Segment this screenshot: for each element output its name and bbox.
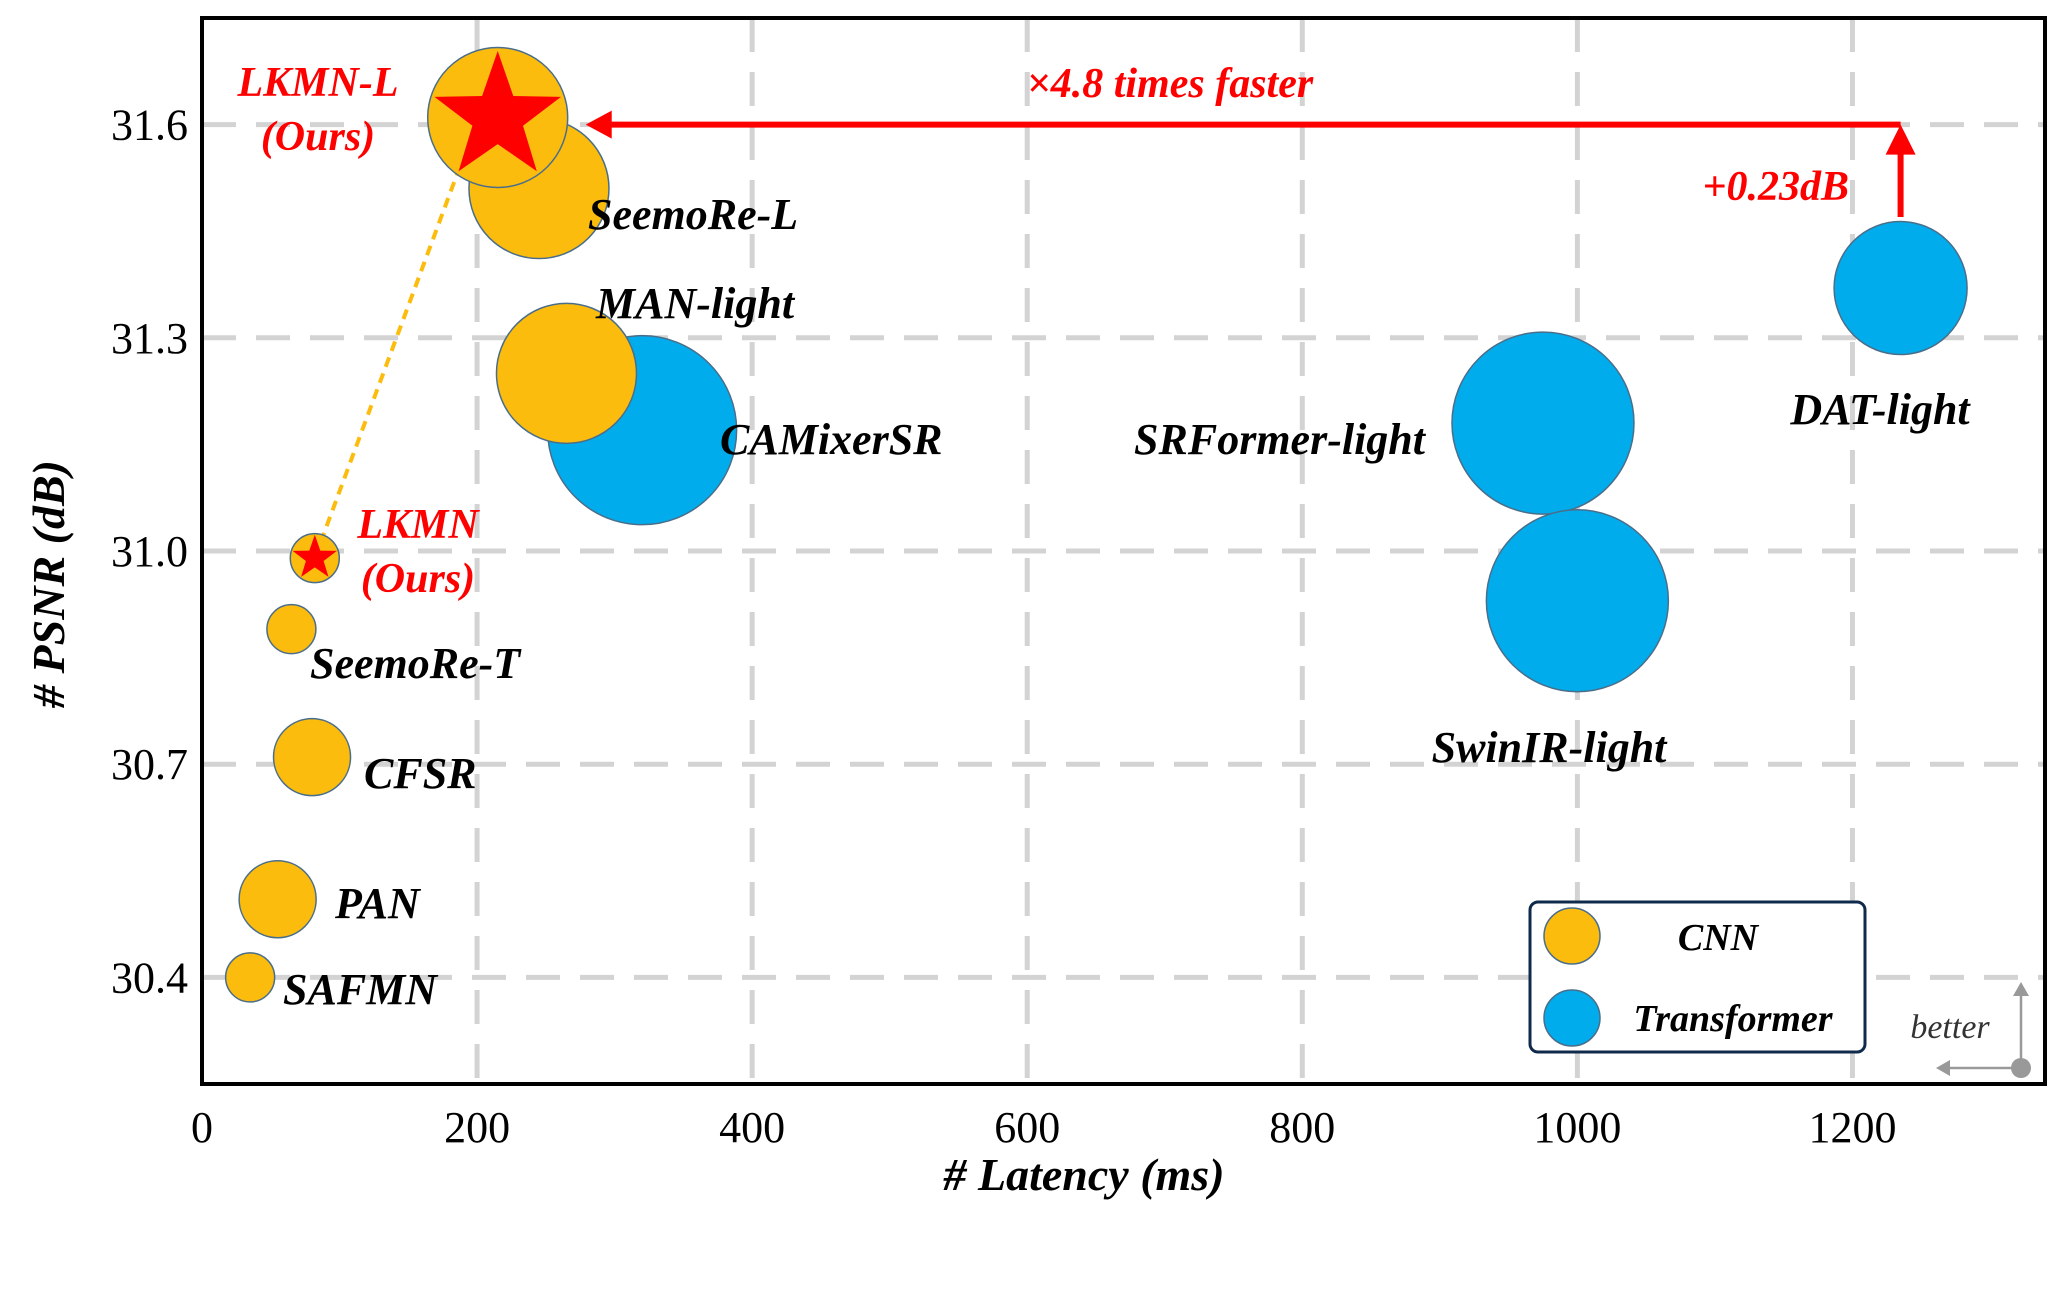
improvement-arrows xyxy=(585,110,1916,217)
label-man-light: MAN-light xyxy=(595,279,796,328)
label-swinir-light: SwinIR-light xyxy=(1432,723,1669,772)
label-seemore-l: SeemoRe-L xyxy=(588,190,798,239)
x-tick-labels: 0 200 400 600 800 1000 1200 xyxy=(191,1103,1896,1152)
bubble-cfsr xyxy=(272,717,352,797)
y-tick-label: 31.3 xyxy=(111,314,188,363)
y-tick-label: 31.6 xyxy=(111,101,188,150)
label-lkmn-l: LKMN-L xyxy=(237,60,399,106)
label-srformer-light: SRFormer-light xyxy=(1134,415,1427,464)
ours-star-lkmn xyxy=(292,534,337,577)
label-dat-light: DAT-light xyxy=(1789,385,1971,434)
y-tick-label: 31.0 xyxy=(111,527,188,576)
bubble-pan xyxy=(238,859,317,939)
x-tick-label: 1200 xyxy=(1808,1103,1896,1152)
gain-annotation: +0.23dB xyxy=(1703,164,1849,210)
speedup-arrow-head xyxy=(585,110,612,139)
bubbles xyxy=(224,117,1968,1003)
ours-star-lkmn-l xyxy=(434,51,561,172)
better-indicator: better xyxy=(1910,982,2031,1078)
gain-arrow-head xyxy=(1885,124,1916,155)
y-axis-title: # PSNR (dB) xyxy=(23,460,74,709)
label-pan: PAN xyxy=(334,879,422,928)
x-tick-label: 400 xyxy=(719,1103,785,1152)
legend-cnn-label: CNN xyxy=(1678,917,1760,959)
label-seemore-t: SeemoRe-T xyxy=(310,639,522,688)
bubble-man-light xyxy=(495,302,638,445)
better-label: better xyxy=(1910,1009,1990,1046)
legend-box xyxy=(1528,900,1867,1054)
label-cfsr: CFSR xyxy=(364,749,477,798)
label-lkmn-l: (Ours) xyxy=(261,114,375,160)
y-tick-label: 30.7 xyxy=(111,740,188,789)
legend-cnn-swatch xyxy=(1543,907,1601,965)
y-tick-label: 30.4 xyxy=(111,953,188,1002)
bubble-dat-light xyxy=(1833,220,1968,356)
plot-frame xyxy=(200,16,2047,1086)
bubble-srformer-light xyxy=(1451,331,1635,515)
x-axis-title: # Latency (ms) xyxy=(942,1149,1224,1200)
legend-transformer-swatch xyxy=(1543,989,1601,1047)
x-tick-label: 0 xyxy=(191,1103,213,1152)
ours-connector-line xyxy=(312,171,460,559)
label-safmn: SAFMN xyxy=(283,965,439,1014)
x-tick-label: 600 xyxy=(994,1103,1060,1152)
bubble-swinir-light xyxy=(1485,508,1670,693)
point-labels: SAFMN PAN CFSR SeemoRe-T MAN-light SeemoRe-L C… xyxy=(237,60,1972,1014)
label-camixersr: CAMixerSR xyxy=(720,415,943,464)
x-tick-label: 800 xyxy=(1269,1103,1335,1152)
speedup-annotation: ×4.8 times faster xyxy=(1027,61,1314,107)
y-tick-labels: 30.4 30.7 31.0 31.3 31.6 xyxy=(111,101,188,1003)
legend-transformer-label: Transformer xyxy=(1633,998,1833,1040)
ours-markers xyxy=(289,46,569,584)
bubble-seemore-t xyxy=(266,603,317,655)
x-tick-label: 1000 xyxy=(1533,1103,1621,1152)
label-lkmn: LKMN xyxy=(356,502,480,548)
bubble-safmn xyxy=(224,952,276,1003)
legend: CNN Transformer xyxy=(1528,900,1867,1054)
x-tick-label: 200 xyxy=(444,1103,510,1152)
label-lkmn: (Ours) xyxy=(361,556,475,602)
